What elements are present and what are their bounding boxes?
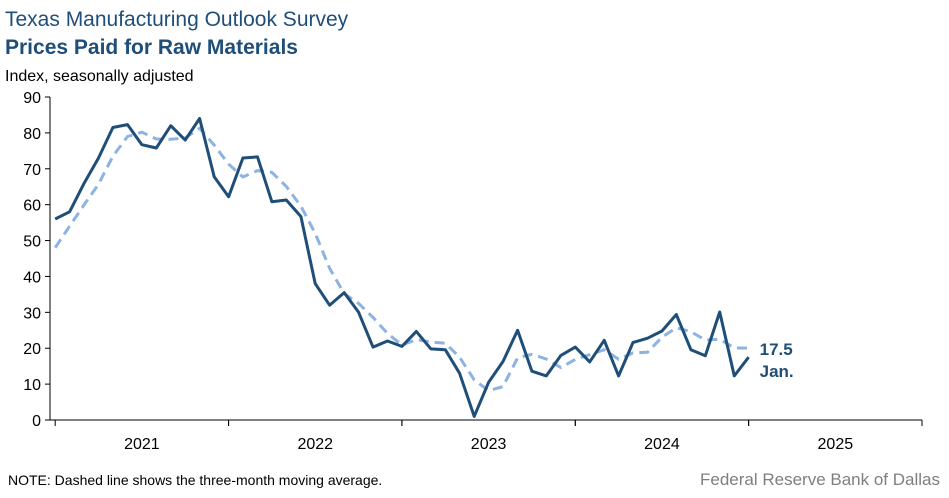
y-tick-label: 20 <box>23 341 41 358</box>
y-tick-label: 50 <box>23 234 41 251</box>
chart-subtitle: Prices Paid for Raw Materials <box>5 36 298 59</box>
y-tick-label: 0 <box>32 413 41 430</box>
x-tick-label: 2021 <box>124 436 160 453</box>
moving-average-line <box>53 126 749 393</box>
x-tick-label: 2025 <box>818 436 854 453</box>
y-tick-label: 10 <box>23 377 41 394</box>
x-tick-label: 2024 <box>644 436 680 453</box>
y-tick-label: 30 <box>23 305 41 322</box>
y-tick-label: 60 <box>23 198 41 215</box>
x-tick-label: 2023 <box>471 436 507 453</box>
x-tick-label: 2022 <box>297 436 333 453</box>
source: Federal Reserve Bank of Dallas <box>700 470 940 489</box>
chart-title: Texas Manufacturing Outlook Survey <box>5 8 349 31</box>
y-tick-label: 70 <box>23 162 41 179</box>
note: NOTE: Dashed line shows the three-month … <box>8 472 382 488</box>
y-tick-label: 80 <box>23 126 41 143</box>
y-tick-label: 90 <box>23 90 41 107</box>
annotation: Jan. <box>760 362 794 381</box>
y-tick-label: 40 <box>23 269 41 286</box>
y-axis-label: Index, seasonally adjusted <box>5 68 194 85</box>
data-line <box>54 117 750 418</box>
data-label: 17.5 <box>760 340 793 359</box>
